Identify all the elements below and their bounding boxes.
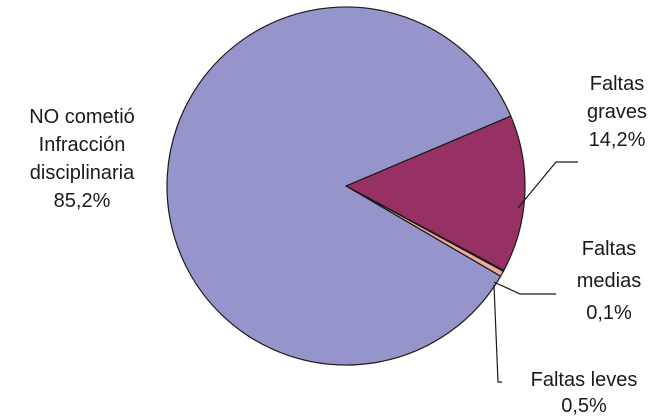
- slice-label-line: Faltas: [582, 238, 636, 260]
- slice-label-line: graves: [587, 101, 647, 123]
- slice-no-cometio: [166, 6, 512, 366]
- slice-label-line: disciplinaria: [30, 162, 135, 184]
- slice-faltas-graves: [344, 115, 526, 272]
- slice-label-line: medias: [577, 270, 641, 292]
- slice-value-label: 0,5%: [561, 395, 607, 417]
- label-faltas-graves: Faltas graves 14,2%: [587, 73, 647, 151]
- slice-value-label: 14,2%: [589, 129, 646, 151]
- slice-label-line: Infracción: [39, 134, 126, 156]
- leader-line-faltas-leves: [493, 284, 502, 383]
- leader-lines: [493, 161, 578, 383]
- slice-value-label: 85,2%: [54, 190, 111, 212]
- leader-line-faltas-medias: [493, 281, 556, 295]
- slice-label-line: Faltas leves: [531, 369, 638, 391]
- slice-value-label: 0,1%: [586, 302, 632, 324]
- slice-label-line: NO cometió: [29, 106, 135, 128]
- slice-label-line: Faltas: [590, 73, 644, 95]
- pie-slices: [166, 6, 526, 366]
- label-faltas-leves: Faltas leves 0,5%: [531, 369, 638, 417]
- label-no-cometio: NO cometió Infracción disciplinaria 85,2…: [29, 106, 135, 212]
- leader-line-faltas-graves: [517, 161, 578, 209]
- label-faltas-medias: Faltas medias 0,1%: [577, 238, 641, 324]
